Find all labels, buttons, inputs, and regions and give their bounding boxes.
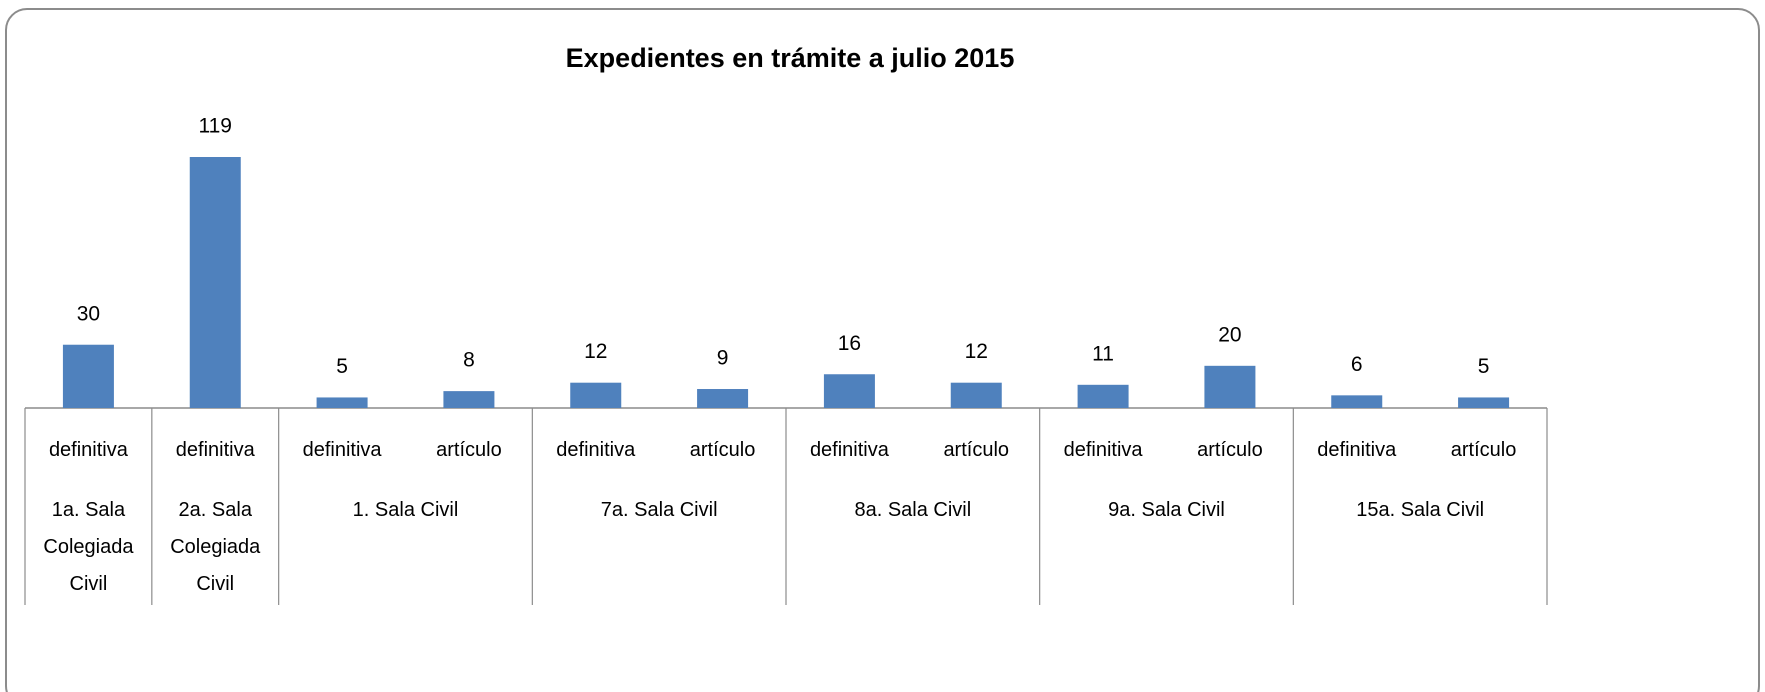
data-label: 12	[965, 340, 988, 363]
bar	[62, 344, 114, 408]
x-tick-label: definitiva	[1317, 439, 1397, 461]
group-label: 1a. Sala Colegiada Civil	[43, 499, 134, 595]
data-label: 16	[838, 332, 861, 355]
data-label: 30	[77, 302, 100, 325]
x-tick-label: definitiva	[809, 439, 889, 461]
bar	[1204, 365, 1256, 408]
bar	[316, 397, 368, 408]
data-label: 11	[1092, 342, 1114, 365]
group-label: 15a. Sala Civil	[1356, 499, 1485, 521]
chart-border	[5, 8, 1760, 692]
data-label: 20	[1218, 323, 1241, 346]
chart-title: Expedientes en trámite a julio 2015	[566, 43, 1015, 73]
data-label: 12	[584, 340, 607, 363]
bar	[1077, 384, 1129, 408]
data-label: 5	[336, 355, 348, 378]
group-label: 9a. Sala Civil	[1108, 499, 1225, 521]
group-label: 2a. Sala Colegiada Civil	[170, 499, 261, 595]
data-label: 6	[1351, 353, 1363, 376]
x-tick-label: artículo	[1450, 439, 1517, 461]
x-tick-label: definitiva	[1063, 439, 1143, 461]
data-label: 9	[717, 347, 729, 370]
x-tick-label: definitiva	[48, 439, 128, 461]
x-tick-label: definitiva	[302, 439, 382, 461]
bar	[1331, 395, 1383, 408]
group-label: 7a. Sala Civil	[600, 499, 718, 521]
x-tick-label: artículo	[436, 439, 502, 461]
group-label: 1. Sala Civil	[352, 499, 459, 521]
x-tick-label: artículo	[689, 439, 756, 461]
data-label: 8	[463, 349, 475, 372]
bar	[1458, 397, 1510, 408]
bar	[189, 157, 241, 408]
x-tick-label: artículo	[1197, 439, 1263, 461]
x-tick-label: artículo	[943, 439, 1010, 461]
bar	[443, 391, 495, 408]
bar	[950, 382, 1002, 408]
bar	[697, 389, 749, 408]
x-tick-label: definitiva	[175, 439, 255, 461]
x-tick-label: definitiva	[556, 439, 636, 461]
data-label: 5	[1478, 355, 1490, 378]
bar	[570, 382, 622, 408]
group-label: 8a. Sala Civil	[854, 499, 972, 521]
bar	[823, 374, 875, 408]
data-label: 119	[199, 115, 232, 138]
